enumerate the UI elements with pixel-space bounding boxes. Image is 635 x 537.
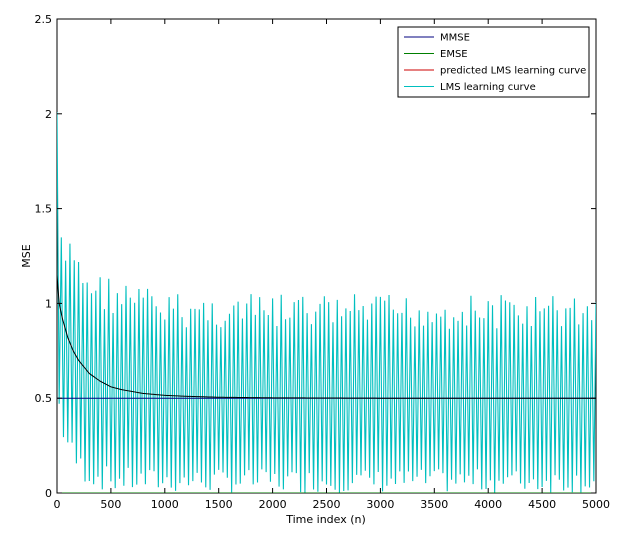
y-tick-label: 1: [45, 297, 52, 310]
legend-entry: predicted LMS learning curve: [440, 66, 586, 77]
legend-entry: MMSE: [440, 33, 470, 44]
x-tick-label: 5000: [582, 498, 610, 511]
legend-box: [397, 26, 590, 98]
x-tick-label: 3500: [420, 498, 448, 511]
x-tick-label: 4000: [474, 498, 502, 511]
x-tick-label: 4500: [528, 498, 556, 511]
x-tick-label: 2000: [259, 498, 287, 511]
x-tick-label: 0: [54, 498, 61, 511]
x-tick-label: 1500: [205, 498, 233, 511]
legend-entry: EMSE: [440, 49, 468, 60]
x-tick-label: 500: [100, 498, 121, 511]
legend: MMSE EMSE predicted LMS learning curve LMS …: [397, 26, 590, 98]
legend-entry: LMS learning curve: [440, 82, 536, 93]
x-axis: 0 500 1000 1500 2000 2500 3000 3500 4000 4500 5000: [54, 19, 610, 511]
y-tick-label: 0: [45, 487, 52, 500]
y-tick-label: 2.5: [35, 13, 53, 26]
y-axis: 0 0.5 1 1.5 2 2.5: [35, 13, 596, 500]
y-axis-label: MSE: [20, 244, 33, 267]
y-tick-label: 0.5: [35, 392, 53, 405]
series-line-3: [57, 112, 596, 493]
x-tick-label: 3000: [366, 498, 394, 511]
y-tick-label: 2: [45, 108, 52, 121]
series-line-2: [57, 274, 596, 399]
x-tick-label: 1000: [151, 498, 179, 511]
y-tick-label: 1.5: [35, 203, 53, 216]
x-axis-label: Time index (n): [285, 513, 366, 526]
x-tick-label: 2500: [313, 498, 341, 511]
plot-area: [56, 18, 597, 494]
